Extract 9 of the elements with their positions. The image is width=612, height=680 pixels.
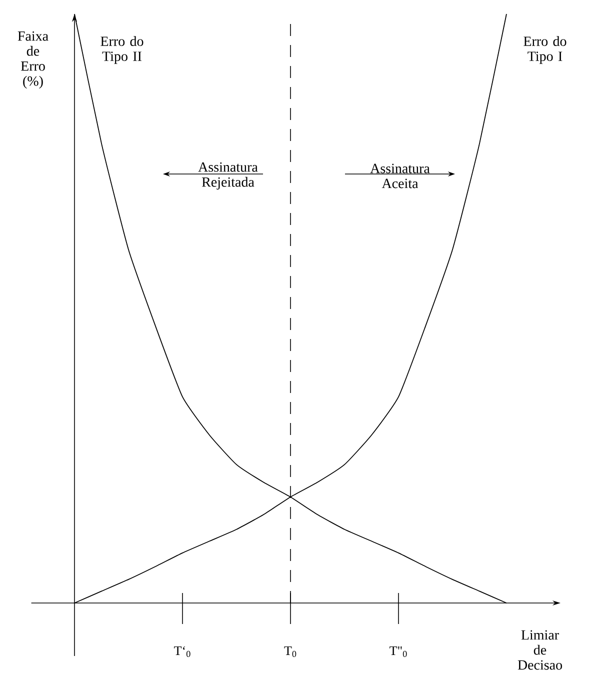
x-tick-label: T$_{0}$ [284, 646, 296, 658]
y-axis-title: Faixa de Erro (%) [18, 31, 48, 89]
annotation: Assinatura Aceita [370, 164, 430, 188]
x-axis-title: Limiar de Decisao [518, 630, 562, 670]
x-tick-label: T"$_{0}$ [390, 646, 407, 658]
annotation: Assinatura Rejeitada [198, 162, 258, 190]
x-tick-label: T‘$_{0}$ [174, 646, 190, 658]
series-label: Erro do Tipo II [100, 36, 144, 64]
series-label: Erro do Tipo I [524, 36, 566, 64]
